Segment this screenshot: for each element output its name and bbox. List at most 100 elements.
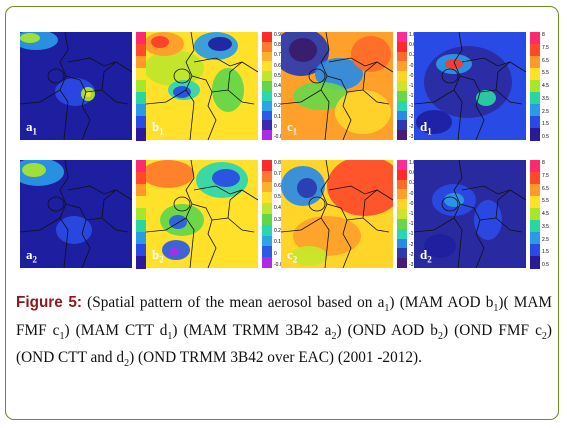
colorbar-tick-label: 6.5 (542, 57, 549, 64)
colorbar-segment (262, 130, 272, 141)
country-border (461, 57, 526, 73)
country-border (326, 75, 352, 140)
caption-text: )( MAM FMF c (16, 294, 553, 339)
colorbar-segment (397, 199, 407, 210)
colorbar-tick-label: -1.0 (409, 211, 418, 217)
caption-text: ) (OND FMF c (442, 321, 542, 339)
colorbar-tick-label: 0.2 (274, 103, 281, 110)
colorbar-tick-label: -3.0 (409, 262, 418, 268)
colorbar-tick-label: 0.4 (274, 205, 281, 212)
colorbar-segment (262, 81, 272, 92)
colorbar-tick-label: 5.5 (542, 198, 549, 205)
caption-body: (Spatial pattern of the mean aerosol bas… (16, 294, 553, 369)
colorbar-ticks-c1: 1.0 0.6 0.2 -0.2 -0.6 -1.0 -1.4 -1.8 -2.2 -2.6 -3.… (409, 32, 435, 140)
country-border (211, 217, 255, 233)
colorbar-segment (530, 208, 540, 221)
colorbar-tick-label: 5.5 (542, 70, 549, 77)
contour-region (22, 163, 46, 177)
panel-label-b2: b2 (152, 247, 164, 265)
colorbar-tick-label: 2.5 (542, 236, 549, 243)
caption-text: ) (MAM AOD b (389, 294, 494, 311)
colorbar-segment (136, 184, 146, 197)
colorbar-tick-label: 6.5 (542, 185, 549, 192)
map-a2 (20, 160, 132, 268)
country-border (67, 185, 132, 201)
country-border (281, 217, 322, 233)
colorbar-segment (136, 256, 146, 269)
colorbar-segment (262, 257, 272, 269)
colorbar-tick-label: 4.5 (542, 211, 549, 217)
map-d2 (414, 160, 526, 268)
colorbar-tick-label: 4.5 (542, 83, 549, 89)
colorbar-ticks-d2: 8 7.5 6.5 5.5 4.5 3.5 2.5 1.5 0.5 (542, 160, 567, 268)
colorbar-segment (397, 110, 407, 121)
contour-region (169, 248, 179, 256)
colorbar-tick-label: -1.4 (409, 93, 418, 100)
lake-outline (308, 196, 326, 212)
colorbar-segment (262, 61, 272, 72)
panel-label-c2: c2 (287, 247, 298, 265)
colorbar-segment (530, 44, 540, 57)
country-border (146, 217, 187, 233)
contour-region (293, 216, 361, 256)
colorbar-tick-label: -1.8 (409, 231, 418, 238)
map-panel-d2: d2 (414, 160, 526, 268)
colorbar-tick-label: -2.6 (409, 123, 418, 130)
colorbar-segment (262, 120, 272, 131)
lake-outline (441, 196, 459, 212)
caption-text: ) (OND CTT and d (16, 321, 552, 367)
country-border (495, 189, 511, 219)
colorbar-tick-label: -2.2 (409, 241, 418, 248)
colorbar-tick-label: 1.0 (409, 160, 416, 166)
map-panel-a2: a2 (20, 160, 132, 268)
country-border (227, 61, 243, 91)
contour-region (416, 110, 452, 134)
colorbar-segment (397, 189, 407, 200)
colorbar-tick-label: -0.05 (274, 134, 286, 140)
colorbar-segment (262, 110, 272, 121)
colorbar-tick-label: 7.5 (542, 44, 549, 51)
map-panel-a1: a1 (20, 32, 132, 140)
colorbar-segment (262, 90, 272, 102)
panel-label-d2: d2 (420, 247, 432, 265)
caption-subscript: 1 (167, 330, 173, 342)
colorbar-tick-label: 3.5 (542, 95, 549, 102)
colorbar-segment (397, 81, 407, 92)
colorbar-segment (397, 71, 407, 82)
colorbar-segment (530, 56, 540, 69)
colorbar-segment (530, 32, 540, 45)
country-border (193, 185, 258, 201)
colorbar-segment (530, 256, 540, 269)
colorbar-tick-label: 8 (542, 160, 545, 166)
colorbar-segment (397, 238, 407, 249)
figure-caption: Figure 5: (Spatial pattern of the mean a… (16, 292, 552, 375)
caption-subscript: 1 (384, 303, 390, 315)
colorbar-segment (397, 209, 407, 220)
colorbar-tick-label: 0 (274, 250, 277, 257)
colorbar-tick-label: 0.6 (409, 170, 416, 177)
country-border (346, 217, 390, 233)
contour-region (315, 58, 363, 90)
colorbar-tick-label: 0.2 (274, 228, 281, 234)
colorbar-segment (530, 160, 540, 173)
country-border (65, 75, 91, 140)
colorbar-segment (397, 169, 407, 181)
colorbar-tick-label: -0.6 (409, 200, 418, 207)
colorbar-segment (397, 218, 407, 230)
colorbar-ticks-d1: 8 7.5 6.5 5.5 4.5 3.5 2.5 1.5 0.5 (542, 32, 567, 140)
colorbar-b2 (262, 160, 272, 269)
contour-region (208, 37, 232, 51)
colorbar-segment (136, 68, 146, 81)
country-border (414, 217, 455, 233)
colorbar-a1 (136, 32, 146, 141)
colorbar-segment (136, 128, 146, 141)
colorbar-segment (136, 116, 146, 129)
country-border (346, 89, 390, 105)
colorbar-tick-label: 0.5 (274, 194, 281, 200)
colorbar-tick-label: 0.2 (409, 52, 416, 59)
colorbar-tick-label: -3.0 (409, 134, 418, 140)
colorbar-d2 (530, 160, 540, 269)
colorbar-ticks-c2: 1.0 0.6 0.2 -0.2 -0.6 -1.0 -1.4 -1.8 -2.2 -2.6 -3.… (409, 160, 435, 268)
colorbar-segment (262, 170, 272, 183)
colorbar-tick-label: -1.8 (409, 103, 418, 110)
